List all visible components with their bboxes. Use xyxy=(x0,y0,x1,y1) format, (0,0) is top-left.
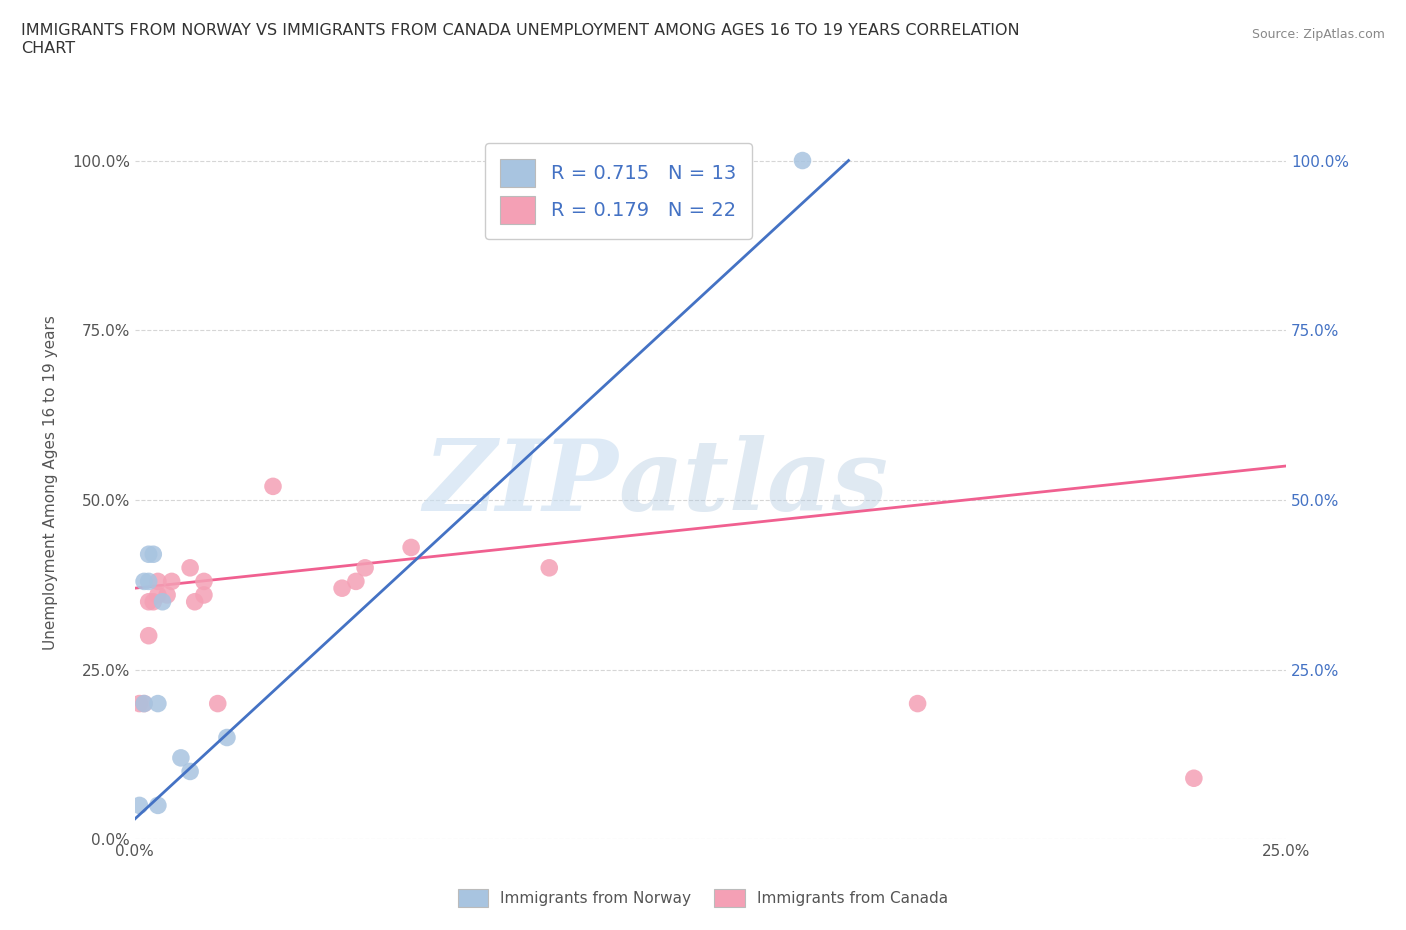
Point xyxy=(146,798,169,813)
Point xyxy=(330,580,353,595)
Legend: Immigrants from Norway, Immigrants from Canada: Immigrants from Norway, Immigrants from … xyxy=(451,884,955,913)
Point xyxy=(215,730,238,745)
Point xyxy=(132,697,155,711)
Point xyxy=(128,697,150,711)
Point xyxy=(138,574,160,589)
Y-axis label: Unemployment Among Ages 16 to 19 years: Unemployment Among Ages 16 to 19 years xyxy=(44,315,58,650)
Point xyxy=(207,697,229,711)
Point xyxy=(138,594,160,609)
Point xyxy=(792,153,814,168)
Text: Source: ZipAtlas.com: Source: ZipAtlas.com xyxy=(1251,28,1385,41)
Point xyxy=(183,594,205,609)
Text: ZIP: ZIP xyxy=(423,434,619,531)
Point xyxy=(142,547,165,562)
Point xyxy=(132,574,155,589)
Point xyxy=(193,574,215,589)
Point xyxy=(146,588,169,603)
Point xyxy=(538,561,561,576)
Point xyxy=(138,629,160,644)
Point xyxy=(193,588,215,603)
Point xyxy=(179,561,201,576)
Point xyxy=(344,574,367,589)
Point xyxy=(399,540,422,555)
Point xyxy=(138,547,160,562)
Point xyxy=(152,594,174,609)
Point xyxy=(142,594,165,609)
Legend: R = 0.715   N = 13, R = 0.179   N = 22: R = 0.715 N = 13, R = 0.179 N = 22 xyxy=(485,143,752,239)
Point xyxy=(146,574,169,589)
Point xyxy=(156,588,179,603)
Point xyxy=(262,479,284,494)
Point xyxy=(907,697,929,711)
Point xyxy=(132,697,155,711)
Point xyxy=(146,697,169,711)
Point xyxy=(179,764,201,779)
Point xyxy=(160,574,183,589)
Text: IMMIGRANTS FROM NORWAY VS IMMIGRANTS FROM CANADA UNEMPLOYMENT AMONG AGES 16 TO 1: IMMIGRANTS FROM NORWAY VS IMMIGRANTS FRO… xyxy=(21,23,1019,56)
Text: atlas: atlas xyxy=(619,434,889,531)
Point xyxy=(354,561,377,576)
Point xyxy=(128,798,150,813)
Point xyxy=(1182,771,1205,786)
Point xyxy=(170,751,193,765)
